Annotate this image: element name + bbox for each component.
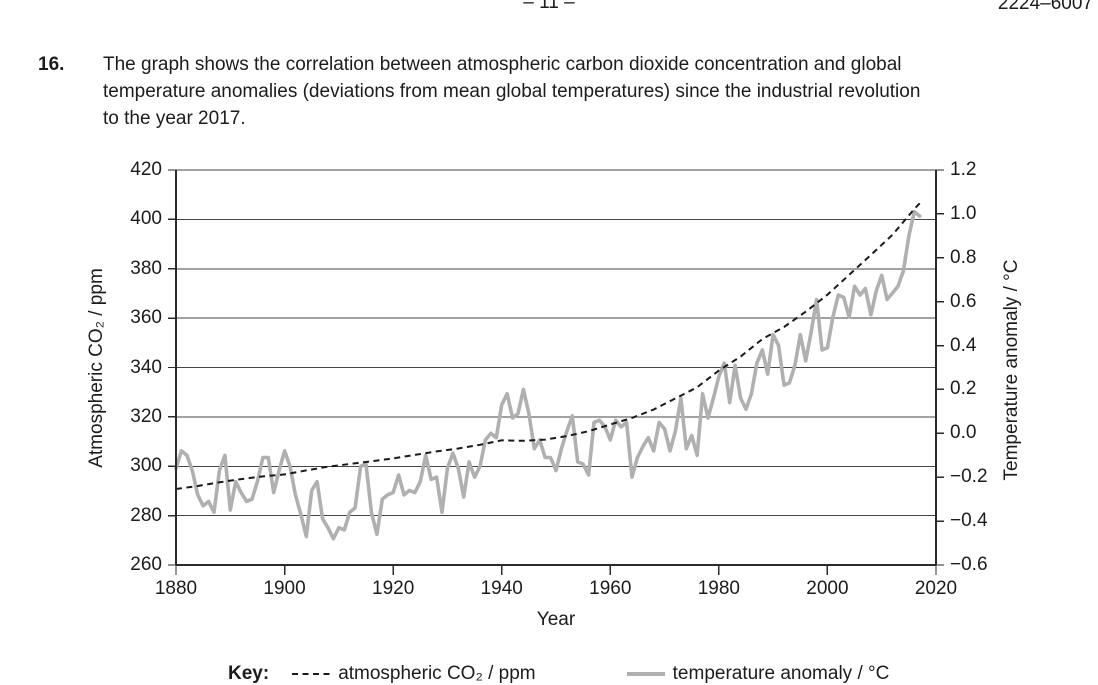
right-y-tick-label: 1.2 xyxy=(950,159,977,180)
key-label: Key: xyxy=(228,663,270,684)
left-y-tick-label: 380 xyxy=(130,257,162,279)
temperature-line-icon xyxy=(626,672,665,676)
chart-key: Key: atmospheric CO₂ / ppm temperature a… xyxy=(228,663,889,685)
temperature-series-line xyxy=(174,209,922,541)
question-line: temperature anomalies (deviations from m… xyxy=(103,81,921,102)
right-y-tick-label: −0.4 xyxy=(950,510,988,532)
right-y-tick-label: 0.0 xyxy=(950,422,977,444)
co2-dashed-line-icon xyxy=(292,673,331,675)
x-axis-title: Year xyxy=(536,609,576,630)
right-y-tick-label: 0.2 xyxy=(950,378,977,400)
x-tick-label: 2000 xyxy=(806,578,849,599)
question-line: The graph shows the correlation between … xyxy=(103,54,902,75)
co2-series-line xyxy=(175,202,921,490)
right-axis-title: Temperature anomaly / °C xyxy=(1001,259,1022,481)
right-y-tick-label: −0.2 xyxy=(950,466,988,488)
key-co2-label: atmospheric CO₂ / ppm xyxy=(338,663,536,684)
left-y-tick-label: 260 xyxy=(130,554,162,575)
x-tick-label: 1920 xyxy=(372,578,415,599)
x-tick-label: 1880 xyxy=(154,578,198,599)
question-text: The graph shows the correlation between … xyxy=(103,51,1043,132)
left-y-tick-label: 360 xyxy=(130,307,162,329)
x-tick-label: 1960 xyxy=(589,578,632,599)
left-axis-title: Atmospheric CO₂ / ppm xyxy=(86,268,107,468)
left-y-tick-label: 420 xyxy=(130,159,162,180)
left-y-tick-label: 340 xyxy=(130,356,162,378)
paper-code: 2224–6007 xyxy=(997,0,1093,14)
right-y-tick-label: 1.0 xyxy=(950,202,977,224)
right-y-tick-label: 0.4 xyxy=(950,334,977,356)
left-y-tick-label: 400 xyxy=(130,208,162,230)
left-y-tick-label: 280 xyxy=(130,504,162,526)
key-temp-label: temperature anomaly / °C xyxy=(672,663,890,684)
x-tick-label: 2020 xyxy=(914,578,958,599)
right-y-tick-label: 0.6 xyxy=(950,290,977,312)
right-y-tick-label: 0.8 xyxy=(950,246,977,268)
left-y-tick-label: 320 xyxy=(130,405,162,427)
right-y-tick-label: −0.6 xyxy=(950,554,988,575)
left-y-tick-label: 300 xyxy=(130,455,162,477)
question-number: 16. xyxy=(38,54,65,75)
x-tick-label: 1980 xyxy=(697,578,740,599)
page-number: – 11 – xyxy=(523,0,575,13)
x-tick-label: 1900 xyxy=(263,578,306,599)
question-line: to the year 2017. xyxy=(103,108,246,129)
x-tick-label: 1940 xyxy=(480,578,523,599)
